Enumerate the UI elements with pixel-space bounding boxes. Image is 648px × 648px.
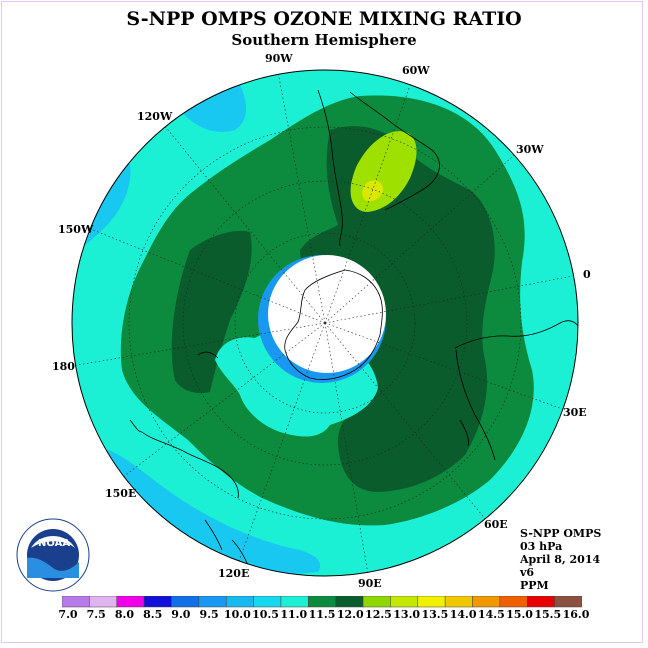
graticule	[72, 71, 578, 575]
colorbar	[62, 596, 582, 608]
africa-coastline	[454, 320, 578, 461]
noaa-logo-text: NOAA	[38, 538, 71, 549]
colorbar-tick-label: 8.0	[114, 608, 135, 621]
south-america-coastline	[317, 89, 440, 247]
lon-label-30w: 30W	[516, 143, 544, 156]
colorbar-tick-label: 13.5	[421, 608, 449, 621]
colorbar-swatch	[62, 596, 90, 608]
lon-label-90w: 90W	[265, 52, 293, 65]
colorbar-swatch	[171, 596, 200, 608]
high-field	[300, 126, 495, 492]
colorbar-swatch	[253, 596, 282, 608]
colorbar-swatch	[472, 596, 501, 608]
noaa-logo-icon	[16, 518, 90, 592]
colorbar-swatch	[362, 596, 391, 608]
lon-label-30e: 30E	[563, 406, 587, 419]
colorbar-swatch	[198, 596, 227, 608]
colorbar-swatch	[308, 596, 336, 608]
antarctica-coastline	[284, 269, 383, 380]
colorbar-tick-label: 12.0	[336, 608, 364, 621]
colorbar-swatch	[335, 596, 364, 608]
colorbar-tick-label: 12.5	[365, 608, 392, 621]
colorbar-swatch	[89, 596, 117, 608]
colorbar-tick-label: 10.5	[252, 608, 279, 621]
colorbar-tick-label: 15.0	[506, 608, 533, 621]
colorbar-swatch	[554, 596, 582, 608]
info-version: v6	[520, 566, 535, 579]
colorbar-swatch	[444, 596, 473, 608]
high-field-west	[171, 230, 252, 394]
colorbar-swatch	[527, 596, 555, 608]
colorbar-tick-label: 10.0	[223, 608, 251, 621]
colorbar-swatch	[390, 596, 419, 608]
info-instrument: S-NPP OMPS	[520, 527, 602, 540]
lon-label-90e: 90E	[358, 577, 382, 590]
lon-label-180: 180	[52, 360, 75, 373]
colorbar-tick-label: 13.0	[393, 608, 421, 621]
colorbar-swatch	[417, 596, 446, 608]
australia-coastline	[129, 419, 239, 499]
colorbar-tick-label: 14.5	[477, 608, 505, 621]
map-boundary	[71, 69, 579, 577]
lon-label-120w: 120W	[137, 110, 173, 123]
colorbar-tick-label: 14.0	[449, 608, 477, 621]
colorbar-swatch	[280, 596, 309, 608]
colorbar-tick-label: 8.5	[143, 608, 163, 621]
lon-label-150e: 150E	[105, 487, 137, 500]
info-date: April 8, 2014	[520, 553, 601, 566]
colorbar-swatch	[116, 596, 145, 608]
colorbar-tick-label: 11.0	[280, 608, 308, 621]
colorbar-tick-label: 11.5	[308, 608, 336, 621]
colorbar-swatch	[225, 596, 254, 608]
colorbar-tick-label: 15.5	[534, 608, 562, 621]
lon-label-120e: 120E	[218, 567, 250, 580]
colorbar-tick-label: 7.0	[58, 608, 78, 621]
colorbar-tick-label: 16.0	[562, 608, 590, 621]
map-subtitle: Southern Hemisphere	[231, 31, 417, 49]
colorbar-tick-label: 9.5	[199, 608, 219, 621]
lon-label-60e: 60E	[484, 518, 508, 531]
polar-no-data	[268, 255, 386, 373]
colorbar-tick-label: 7.5	[86, 608, 106, 621]
lon-label-0: 0	[583, 268, 591, 281]
colorbar-swatch	[143, 596, 172, 608]
lon-label-150w: 150W	[58, 223, 94, 236]
lon-label-60w: 60W	[402, 64, 430, 77]
colorbar-tick-label: 9.0	[171, 608, 191, 621]
map-title: S-NPP OMPS OZONE MIXING RATIO	[126, 8, 522, 30]
info-units: PPM	[520, 579, 549, 592]
info-level: 03 hPa	[520, 540, 563, 553]
colorbar-swatch	[499, 596, 528, 608]
